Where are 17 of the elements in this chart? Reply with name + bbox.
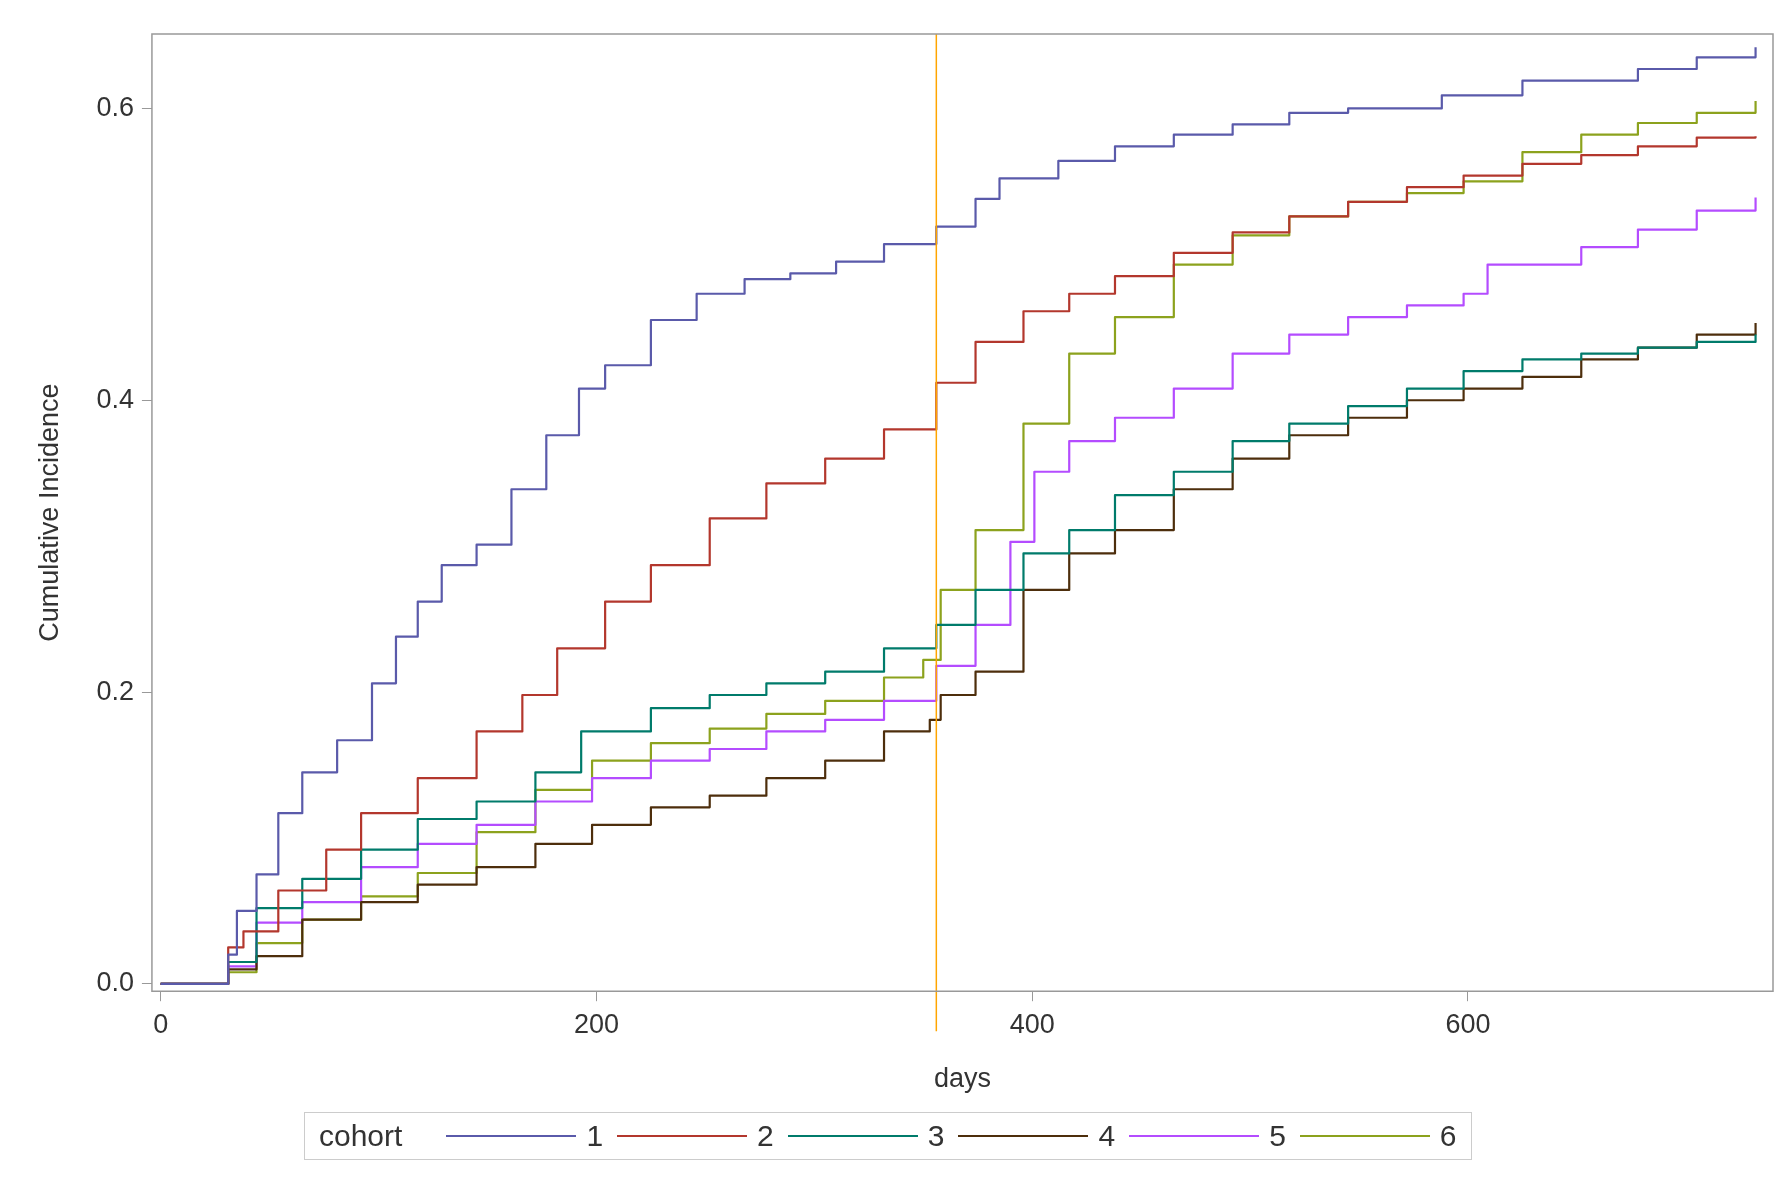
legend-label: 2 <box>757 1119 774 1153</box>
legend-label: 6 <box>1439 1119 1457 1153</box>
legend-title: cohort <box>319 1119 403 1153</box>
legend-label: 5 <box>1269 1119 1286 1153</box>
x-tick-label: 600 <box>1445 1008 1491 1039</box>
y-tick-label: 0.2 <box>96 675 134 706</box>
y-tick-label: 0.0 <box>96 967 134 998</box>
y-tick-label: 0.4 <box>96 383 134 414</box>
x-tick-label: 400 <box>1009 1008 1055 1039</box>
legend-label: 1 <box>586 1119 604 1153</box>
y-axis-title: Cumulative Incidence <box>33 383 64 642</box>
x-tick-label: 200 <box>573 1008 619 1039</box>
legend-label: 3 <box>927 1119 945 1153</box>
y-tick-label: 0.6 <box>96 91 134 122</box>
legend-label: 4 <box>1098 1119 1116 1153</box>
x-axis-title: days <box>933 1063 991 1094</box>
x-tick-label: 0 <box>153 1008 169 1039</box>
